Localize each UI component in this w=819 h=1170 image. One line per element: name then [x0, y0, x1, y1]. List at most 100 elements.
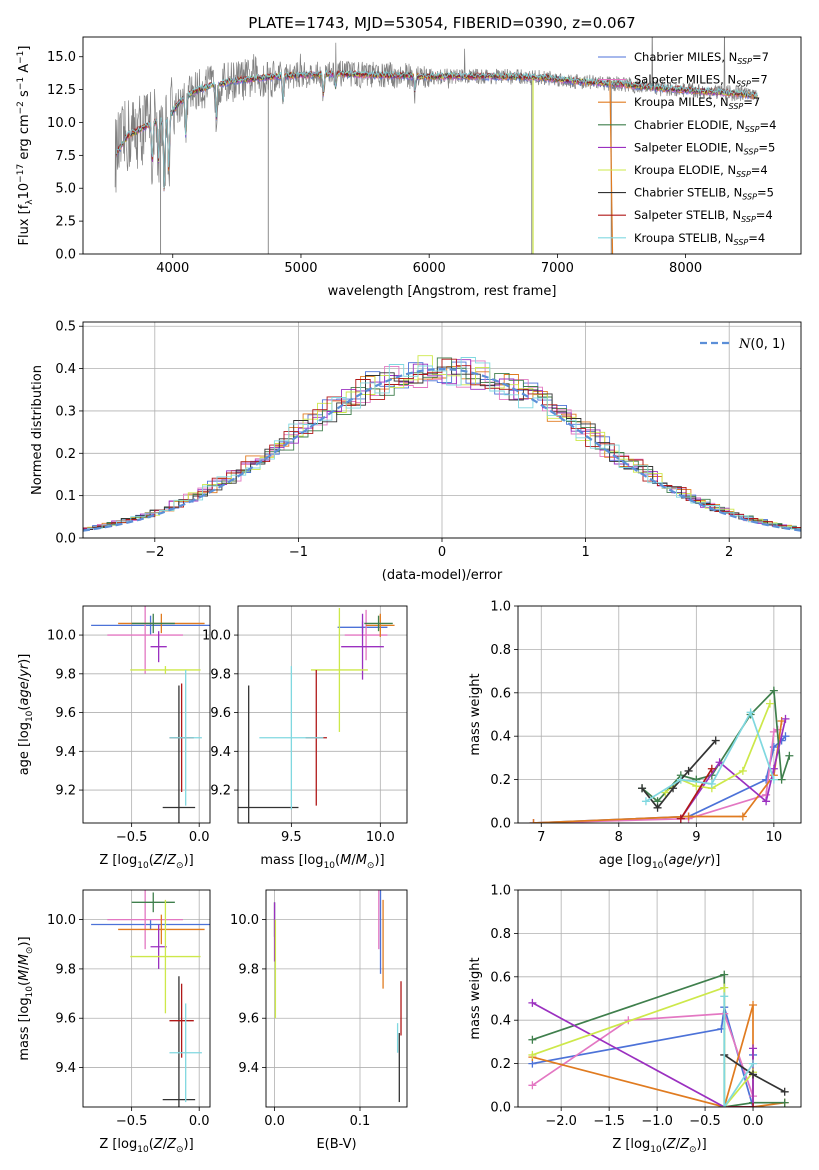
axes-frame [82, 889, 211, 1108]
label-part: ( [17, 706, 32, 711]
y-tick-label: 10.0 [47, 629, 76, 644]
x-tick-label: 8000 [669, 261, 702, 276]
label-part: Z [log [99, 1137, 137, 1152]
point-marker [692, 782, 701, 791]
label-part: −17 [16, 164, 26, 183]
point-marker [720, 983, 729, 992]
label-part: Z [log [99, 853, 137, 868]
label-part: 10 [324, 861, 336, 871]
series-line [533, 728, 779, 823]
label-part: 10 [137, 1145, 149, 1155]
label-part: ⊙ [176, 1145, 184, 1155]
label-part: ( [335, 853, 340, 868]
x-tick-label: 7 [537, 830, 545, 845]
histogram-series [83, 357, 801, 530]
histogram-series [83, 358, 801, 532]
point-marker [720, 1103, 729, 1107]
y-tick-label: 15.0 [47, 50, 76, 65]
y-tick-label: 0.3 [55, 404, 76, 419]
legend-label-sub: SSP [729, 102, 744, 111]
x-tick-label: 0.1 [350, 1114, 371, 1129]
x-tick-label: 5000 [284, 261, 317, 276]
point-marker [653, 803, 662, 812]
y-tick-label: 1.0 [490, 884, 511, 899]
y-tick-label: 0.2 [490, 1057, 511, 1072]
point-marker [781, 732, 790, 741]
legend-label-sub: SSP [736, 80, 751, 89]
axes-frame [82, 321, 802, 539]
point-marker [529, 819, 538, 823]
label-part: / [676, 1137, 681, 1152]
label-part: A [17, 64, 32, 77]
y-tick-label: 9.4 [238, 1061, 259, 1076]
point-marker [720, 992, 729, 1001]
y-tick-label: 0.4 [55, 362, 76, 377]
legend-label-sub: SSP [744, 147, 759, 156]
y-tick-label: 0.6 [490, 970, 511, 985]
x-tick-label: 0 [438, 545, 446, 560]
label-part: Z [153, 1137, 164, 1152]
y-tick-label: 9.6 [55, 1012, 76, 1027]
x-tick-label: −2.0 [545, 1114, 577, 1129]
label-part: age [log [599, 853, 652, 868]
x-tick-label: −1 [289, 545, 308, 560]
axes-frame [82, 36, 802, 255]
y-axis-label: mass [log10(M/M⊙)] [17, 936, 35, 1060]
label-part: 10 [652, 861, 664, 871]
series-line [532, 973, 785, 1107]
label-part: M [17, 970, 32, 981]
point-marker [715, 758, 724, 767]
label-part: ( [149, 1137, 154, 1152]
label-part: ⊙ [25, 947, 35, 955]
point-marker [781, 714, 790, 723]
x-tick-label: 0.0 [189, 830, 210, 845]
point-marker [765, 699, 774, 708]
series-line [723, 996, 754, 1107]
y-tick-label: 9.8 [210, 667, 231, 682]
y-tick-label: 0.8 [490, 643, 511, 658]
point-marker [738, 766, 747, 775]
x-tick-label: 0.0 [264, 1114, 285, 1129]
series-line [532, 986, 754, 1107]
label-part: Z [166, 1137, 177, 1152]
point-marker [749, 1103, 758, 1107]
legend-label-main: Kroupa STELIB, N [634, 231, 734, 245]
x-tick-label: 1 [581, 545, 589, 560]
legend-label-sub: SSP [737, 57, 752, 66]
x-tick-label: −1.0 [641, 1114, 673, 1129]
x-tick-label: −2 [145, 545, 164, 560]
label-part: )] [184, 853, 194, 868]
label-part: Z [153, 853, 164, 868]
legend-label-main: Kroupa ELODIE, N [634, 163, 736, 177]
histogram-series [83, 357, 801, 531]
legend-label-main: Kroupa MILES, N [634, 95, 729, 109]
y-tick-label: 1.0 [490, 600, 511, 615]
label-part: Z [166, 853, 177, 868]
y-tick-label: 5.0 [55, 182, 76, 197]
histogram-series [83, 355, 801, 531]
y-tick-label: 10.0 [202, 629, 231, 644]
point-marker [676, 775, 685, 784]
x-axis-label: mass [log10(M/M⊙)] [260, 853, 384, 871]
point-marker [707, 764, 716, 773]
legend-label-tail: =4 [756, 208, 773, 222]
label-part: ⊙ [176, 861, 184, 871]
y-tick-label: 0.0 [55, 248, 76, 263]
y-tick-label: 9.6 [55, 706, 76, 721]
y-axis-label: mass weight [468, 957, 483, 1039]
label-part: ⊙ [367, 861, 375, 871]
x-tick-label: 0.0 [743, 1114, 764, 1129]
x-axis-label: Z [log10(Z/Z⊙)] [612, 1137, 706, 1155]
label-part: M [340, 853, 351, 868]
x-tick-label: 6000 [413, 261, 446, 276]
errorbars [273, 890, 402, 1103]
label-part: −2 [16, 101, 26, 114]
point-marker [749, 1059, 758, 1068]
panel-massweight_vs_Z: −2.0 −1.5 −1.0 −0.5 0.0 0.0 0.2 0.4 0.6 0.8 1.0 Z [… [468, 884, 802, 1155]
legend-label-sub: SSP [736, 170, 751, 179]
y-axis-label: age [log10(age/yr)] [17, 654, 35, 776]
y-tick-label: 0.4 [490, 730, 511, 745]
series-lines [529, 686, 794, 823]
